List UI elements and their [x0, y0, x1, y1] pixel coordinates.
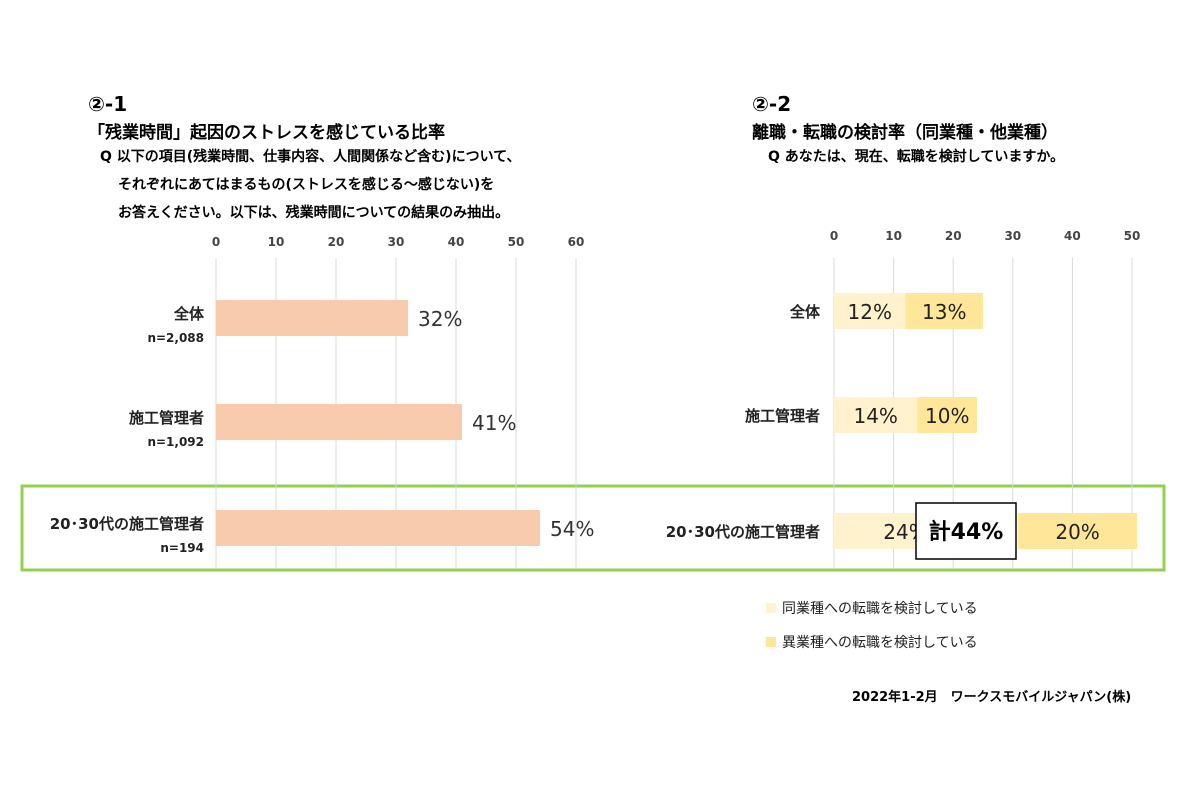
- legend-same-industry: 同業種への転職を検討している: [766, 598, 978, 618]
- left-bar: [216, 510, 540, 546]
- left-category-label: 全体: [173, 305, 205, 323]
- left-tick-label: 10: [268, 235, 285, 249]
- left-category-label: 20･30代の施工管理者: [50, 515, 204, 533]
- left-value-label: 41%: [472, 411, 516, 435]
- right-tick-label: 40: [1064, 229, 1081, 243]
- right-bar-other: [905, 293, 983, 329]
- right-value-label: 13%: [922, 300, 966, 324]
- left-chart-number: ②-1: [88, 92, 128, 116]
- right-value-label: 10%: [925, 404, 969, 428]
- right-tick-label: 20: [945, 229, 962, 243]
- legend-other-industry: 異業種への転職を検討している: [766, 632, 978, 652]
- left-tick-label: 20: [328, 235, 345, 249]
- right-tick-label: 30: [1004, 229, 1021, 243]
- footer-source: 2022年1-2月 ワークスモバイルジャパン(株): [852, 690, 1132, 705]
- left-value-label: 54%: [550, 517, 594, 541]
- right-value-label: 12%: [848, 300, 892, 324]
- highlight-box: [20, 484, 1166, 572]
- right-category-label: 全体: [789, 303, 821, 321]
- left-question-line-2: それぞれにあてはまるもの(ストレスを感じる～感じない)を: [118, 177, 495, 193]
- right-bar-other: [917, 397, 978, 433]
- left-tick-label: 50: [508, 235, 525, 249]
- right-tick-label: 50: [1124, 229, 1141, 243]
- left-question-line-3: お答えください。以下は、残業時間についての結果のみ抽出。: [118, 205, 510, 221]
- left-tick-label: 30: [388, 235, 405, 249]
- total-box: [915, 502, 1017, 560]
- total-label: 計44%: [929, 519, 1004, 545]
- right-bar-other: [1018, 513, 1138, 549]
- left-question-line-1: Q 以下の項目(残業時間、仕事内容、人間関係など含む)について、: [100, 149, 521, 165]
- legend-same-swatch: [766, 603, 776, 613]
- left-sample-size: n=1,092: [147, 435, 204, 449]
- right-value-label: 20%: [1055, 520, 1099, 544]
- left-bar: [216, 300, 408, 336]
- legend-other-label: 異業種への転職を検討している: [782, 635, 978, 651]
- left-bar: [216, 404, 462, 440]
- right-chart-number: ②-2: [752, 92, 792, 116]
- left-category-label: 施工管理者: [129, 409, 204, 427]
- right-bar-same: [834, 293, 906, 329]
- right-category-label: 施工管理者: [745, 407, 820, 425]
- left-value-label: 32%: [418, 307, 462, 331]
- left-sample-size: n=2,088: [147, 331, 204, 345]
- right-question: Q あなたは、現在、転職を検討していますか。: [768, 149, 1065, 165]
- right-chart-title: 離職・転職の検討率（同業種・他業種）: [752, 123, 1058, 143]
- left-chart-title: 「残業時間」起因のストレスを感じている比率: [88, 123, 445, 143]
- left-sample-size: n=194: [160, 541, 204, 555]
- right-bar-same: [834, 397, 918, 433]
- right-tick-label: 10: [885, 229, 902, 243]
- right-value-label: 14%: [853, 404, 897, 428]
- right-category-label: 20･30代の施工管理者: [666, 523, 820, 541]
- left-tick-label: 40: [448, 235, 465, 249]
- legend-other-swatch: [766, 637, 776, 647]
- left-tick-label: 60: [568, 235, 585, 249]
- left-tick-label: 0: [212, 235, 220, 249]
- right-tick-label: 0: [830, 229, 838, 243]
- legend-same-label: 同業種への転職を検討している: [782, 601, 978, 617]
